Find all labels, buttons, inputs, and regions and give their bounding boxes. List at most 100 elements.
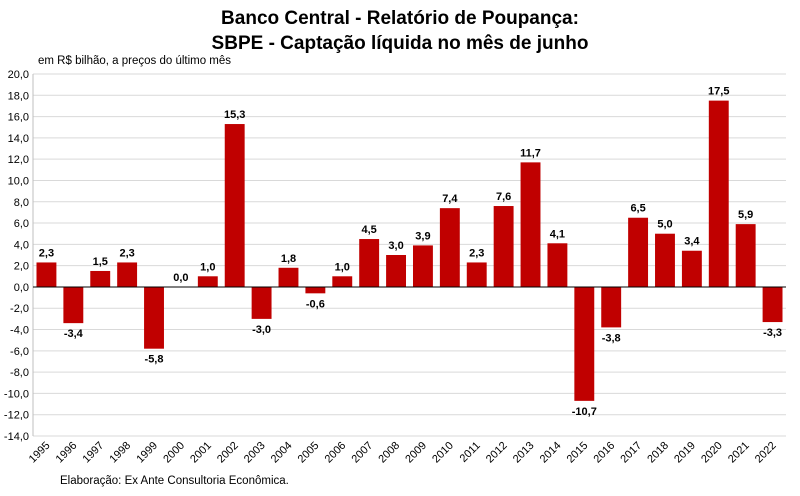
x-tick-label: 2011 (458, 440, 483, 465)
y-tick-label: 12,0 (8, 154, 29, 166)
x-tick-label: 2016 (592, 440, 618, 466)
data-label: 1,5 (93, 256, 108, 268)
x-tick-label: 2006 (323, 440, 349, 466)
y-tick-label: -12,0 (4, 410, 29, 422)
chart-title-line2: SBPE - Captação líquida no mês de junho (211, 33, 589, 54)
bar (628, 217, 649, 287)
data-label: -10,7 (572, 406, 597, 418)
bar (762, 286, 783, 323)
data-label: 1,8 (281, 253, 296, 265)
data-label: 15,3 (224, 109, 245, 121)
bar (466, 262, 487, 287)
data-label: 4,1 (550, 228, 565, 240)
bar (90, 270, 111, 287)
data-label: 5,9 (738, 209, 753, 221)
data-label: 7,6 (496, 191, 511, 203)
bar (305, 286, 326, 294)
chart-title-line1: Banco Central - Relatório de Poupança: (221, 8, 579, 29)
data-label: 1,0 (335, 261, 350, 273)
bar (493, 206, 514, 287)
x-tick-label: 1999 (134, 440, 160, 466)
data-label: 5,0 (657, 219, 672, 231)
x-tick-label: 2013 (511, 440, 537, 466)
x-tick-label: 1998 (107, 440, 133, 466)
x-tick-label: 2017 (618, 440, 644, 466)
y-tick-label: -10,0 (4, 388, 29, 400)
x-tick-label: 2018 (645, 440, 671, 466)
x-tick-label: 2008 (376, 440, 402, 466)
data-label: 3,4 (684, 236, 700, 248)
bar (681, 250, 702, 287)
bar (224, 124, 245, 287)
bar (601, 286, 622, 328)
data-label: 3,9 (415, 230, 430, 242)
y-tick-label: -2,0 (10, 303, 29, 315)
x-tick-label: 2019 (672, 440, 698, 466)
bar (63, 286, 84, 324)
y-tick-label: 8,0 (14, 197, 29, 209)
source-footnote: Elaboração: Ex Ante Consultoria Econômic… (60, 475, 289, 487)
y-tick-label: 14,0 (8, 133, 29, 145)
x-tick-label: 2010 (430, 440, 456, 466)
data-label: 0,0 (173, 272, 188, 284)
data-label: -3,3 (763, 327, 782, 339)
x-tick-label: 1997 (81, 440, 107, 466)
bar (144, 286, 164, 349)
data-label: 3,0 (388, 240, 403, 252)
y-tick-label: 4,0 (14, 239, 29, 251)
bar (332, 276, 353, 287)
x-tick-label: 2022 (753, 440, 779, 466)
bar (708, 100, 729, 287)
bar (197, 276, 218, 287)
x-tick-label: 2014 (538, 440, 564, 466)
y-tick-label: -14,0 (4, 431, 29, 443)
y-tick-label: 2,0 (14, 261, 29, 273)
bar (386, 255, 407, 287)
y-tick-label: 18,0 (8, 90, 29, 102)
x-tick-label: 2015 (565, 440, 591, 466)
data-label: 2,3 (119, 247, 134, 259)
chart-title: Banco Central - Relatório de Poupança: S… (0, 6, 800, 56)
bar (251, 286, 272, 319)
bar (117, 262, 138, 287)
data-label: 11,7 (520, 147, 541, 159)
x-tick-label: 2003 (242, 440, 268, 466)
data-label: -3,8 (602, 332, 621, 344)
x-tick-label: 2002 (215, 440, 241, 466)
x-tick-label: 2012 (484, 440, 510, 466)
bar (574, 286, 595, 401)
x-tick-label: 2005 (296, 440, 322, 466)
data-label: 7,4 (442, 193, 458, 205)
data-label: 2,3 (39, 247, 54, 259)
data-label: 4,5 (362, 224, 377, 236)
x-tick-label: 2007 (349, 440, 375, 466)
x-tick-label: 2001 (188, 440, 214, 466)
y-tick-label: 16,0 (8, 112, 29, 124)
x-tick-label: 1996 (54, 440, 80, 466)
data-label: 6,5 (630, 203, 645, 215)
x-tick-label: 2004 (269, 440, 295, 466)
y-tick-label: 0,0 (14, 282, 29, 294)
x-tick-label: 2021 (726, 440, 752, 466)
y-tick-label: -8,0 (10, 367, 29, 379)
bar (655, 233, 675, 287)
data-label: -3,0 (252, 324, 271, 336)
bar (735, 224, 756, 287)
x-tick-label: 2020 (699, 440, 725, 466)
bar (412, 245, 433, 287)
data-label: -5,8 (145, 354, 164, 366)
bar (359, 239, 380, 287)
bar (439, 208, 460, 287)
y-tick-label: -6,0 (10, 346, 29, 358)
y-axis-unit-label: em R$ bilhão, a preços do último mês (38, 55, 232, 67)
data-label: 2,3 (469, 247, 484, 259)
y-tick-label: -4,0 (10, 325, 29, 337)
y-tick-label: 6,0 (14, 218, 29, 230)
bar (547, 243, 568, 287)
x-tick-label: 2000 (161, 440, 187, 466)
x-tick-label: 2009 (403, 440, 429, 466)
bar (278, 267, 299, 287)
y-tick-label: 10,0 (8, 175, 29, 187)
bar (36, 262, 57, 287)
